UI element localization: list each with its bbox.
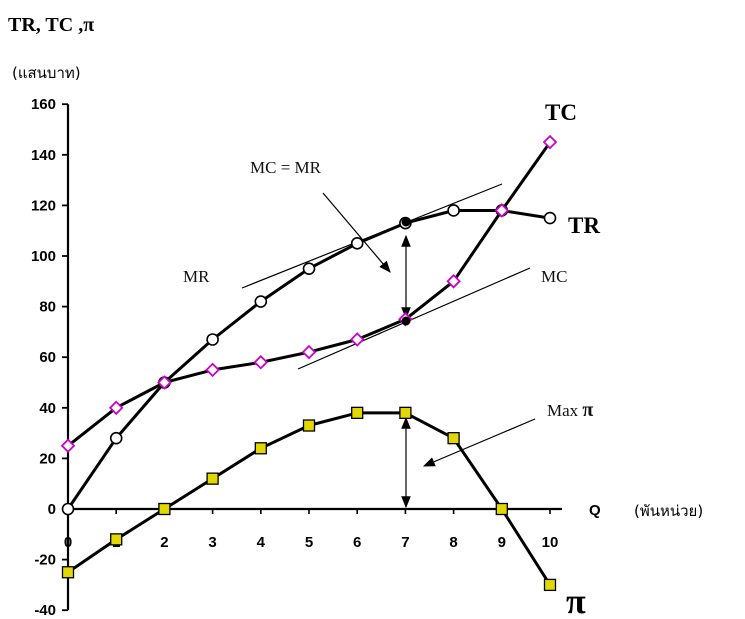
tc-series-label: TC [545,100,577,125]
tc-point [301,344,317,360]
pi-point [254,442,267,455]
tc-point [253,354,269,370]
x-tick-label: 9 [498,534,506,551]
x-tick-label: 0 [64,534,72,551]
series-line-2 [67,411,552,586]
y-tick-label: 80 [39,299,56,316]
y-tick-label: 60 [39,349,56,366]
x-tick-label: 7 [401,534,409,551]
pi-point [351,406,364,420]
mc-tangent-line [297,267,531,370]
pi-point [206,472,219,485]
pi-point [495,502,508,516]
tc-point [542,134,558,150]
x-tick-label: 10 [542,534,559,551]
series-markers [60,134,558,592]
y-tick-label: 40 [39,400,56,417]
tc-point [157,375,172,390]
mr-label: MR [183,267,210,286]
annotation-arrows [322,192,536,509]
pi-point [110,533,123,546]
pi-point [302,419,316,432]
y-tick-label: 0 [48,501,56,518]
y-unit-label: (แสนบาท) [12,64,81,82]
tr-point [543,211,557,225]
tr-point [206,333,219,346]
pi-point [447,432,460,445]
tr-point [447,204,460,217]
tr-point [254,295,268,308]
mc-eq-mr-label: MC = MR [250,158,322,177]
series-lines [66,141,552,586]
tc-point [494,203,510,218]
pi-point [158,502,171,516]
chart-title: TR, TC ,π [8,14,94,36]
pi-point [543,578,557,592]
y-tick-label: 20 [39,450,56,467]
pi-point [399,406,412,420]
tc-point [108,400,124,416]
x-tick-label: 5 [305,534,313,551]
pi-series-label: π [566,581,586,619]
y-tick-label: -40 [34,602,56,619]
pi-point [61,566,75,579]
tc-point [60,438,76,454]
y-tick-label: 120 [31,197,56,214]
y-tick-label: 160 [31,96,56,113]
axes [66,104,562,611]
tc-point [446,274,461,289]
max-pi-label: Max π [547,399,593,421]
y-tick-label: 140 [31,147,56,164]
tc-point [349,332,365,347]
tc-max-profit-point [401,316,411,326]
series-line-1 [67,141,552,447]
max-pi-pointer-arrow [422,418,536,467]
x-tick-label: 8 [449,534,457,551]
series-line-0 [66,209,551,510]
y-tick-label: 100 [31,248,56,265]
tr-max-profit-point [401,217,411,227]
y-tick-label: -20 [34,552,56,569]
x-tick-label: 3 [208,534,216,551]
x-tick-label: 4 [257,534,266,551]
x-tick-label: 6 [353,534,361,551]
tr-point [61,502,75,516]
mc-mr-arrow [322,192,391,273]
tr-series-label: TR [568,213,600,238]
x-unit-label: (พันหน่วย) [634,502,703,520]
tc-point [205,362,220,378]
x-axis-label: Q [589,502,601,519]
tr-point [302,262,316,275]
tr-point [109,431,123,445]
x-tick-label: 2 [160,534,168,551]
mc-label: MC [541,267,567,286]
tr-point [350,237,364,250]
x-ticks: 012345678910 [64,509,559,551]
y-ticks: 160 140 120 100 80 60 40 20 0 -20 -40 [31,96,68,619]
